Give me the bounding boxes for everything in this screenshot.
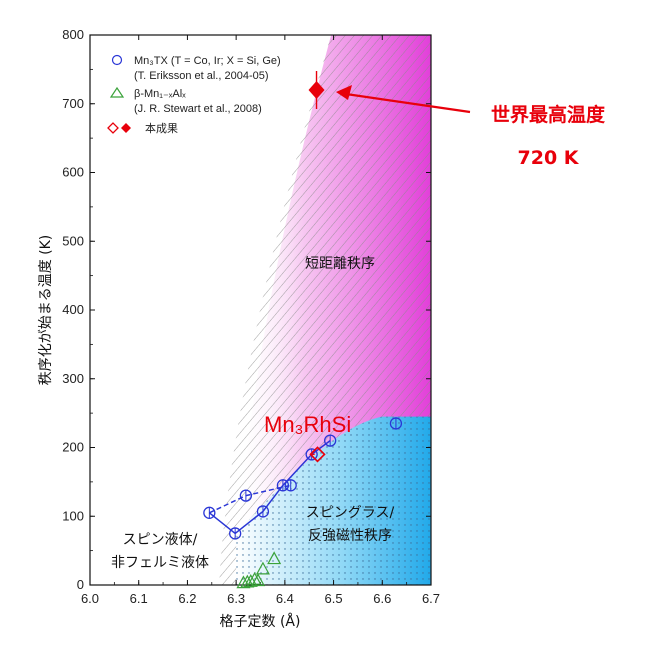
x-tick-label: 6.7 bbox=[422, 591, 440, 606]
beta-mn-point bbox=[267, 551, 282, 565]
callout-line-1: 世界最高温度 bbox=[491, 103, 606, 126]
spin-liquid-label-2: 非フェルミ液体 bbox=[111, 555, 209, 571]
y-tick-label: 0 bbox=[77, 577, 84, 592]
beta-mn-point bbox=[255, 561, 270, 575]
x-tick-label: 6.4 bbox=[276, 591, 294, 606]
blue-circle-icon bbox=[111, 54, 123, 66]
y-tick-label: 400 bbox=[62, 302, 84, 317]
spin-glass-label-2: 反強磁性秩序 bbox=[308, 528, 392, 544]
legend-label-3: 本成果 bbox=[145, 121, 178, 135]
legend-sub-2: (J. R. Stewart et al., 2008) bbox=[134, 103, 262, 115]
y-axis-label: 秩序化が始まる温度 (K) bbox=[38, 235, 54, 386]
x-tick-label: 6.3 bbox=[227, 591, 245, 606]
beta-mn-point bbox=[243, 573, 258, 587]
region-shading bbox=[219, 35, 431, 585]
x-tick-label: 6.1 bbox=[130, 591, 148, 606]
y-tick-label: 700 bbox=[62, 96, 84, 111]
green-triangle-icon bbox=[109, 86, 125, 98]
callout-arrow-line bbox=[345, 92, 471, 114]
series-markers bbox=[203, 71, 403, 589]
red-open-diamond-icon bbox=[107, 122, 119, 134]
y-tick-label: 800 bbox=[62, 27, 84, 42]
legend-label-2: β-Mn₁₋ₓAlₓ bbox=[134, 88, 186, 100]
mn3rhsi-open-diamond bbox=[309, 446, 326, 463]
beta-mn-point bbox=[247, 571, 262, 585]
callout-arrow-head bbox=[336, 85, 352, 100]
y-tick-label: 300 bbox=[62, 371, 84, 386]
y-tick-label: 200 bbox=[62, 440, 84, 455]
short-range-order-label: 短距離秩序 bbox=[305, 255, 375, 272]
y-tick-label: 600 bbox=[62, 165, 84, 180]
x-axis-label: 格子定数 (Å) bbox=[220, 613, 301, 630]
spin-liquid-label-1: スピン液体/ bbox=[123, 532, 198, 548]
spin-glass-dots bbox=[236, 416, 431, 585]
legend-sub-1: (T. Eriksson et al., 2004-05) bbox=[134, 70, 269, 82]
spin-glass-label-1: スピングラス/ bbox=[306, 505, 395, 521]
callout: 世界最高温度 720 K bbox=[336, 85, 606, 169]
x-tick-label: 6.0 bbox=[81, 591, 99, 606]
callout-line-2: 720 K bbox=[518, 147, 580, 169]
x-tick-label: 6.5 bbox=[325, 591, 343, 606]
legend-label-1: Mn₃TX (T = Co, Ir; X = Si, Ge) bbox=[134, 55, 281, 67]
x-tick-label: 6.6 bbox=[373, 591, 391, 606]
axis-ticks: 6.0 6.1 6.2 6.3 6.4 6.5 6.6 6.7 0 100 200 300 400 500… bbox=[62, 27, 440, 606]
y-tick-label: 500 bbox=[62, 233, 84, 248]
beta-mn-point bbox=[251, 573, 266, 587]
mn3rhsi-filled-diamond bbox=[308, 81, 325, 99]
y-tick-label: 100 bbox=[62, 508, 84, 523]
legend: Mn₃TX (T = Co, Ir; X = Si, Ge) (T. Eriks… bbox=[107, 54, 281, 135]
x-tick-label: 6.2 bbox=[178, 591, 196, 606]
red-filled-diamond-icon bbox=[121, 123, 131, 133]
mn3rhsi-label: Mn₃RhSi bbox=[264, 412, 351, 437]
